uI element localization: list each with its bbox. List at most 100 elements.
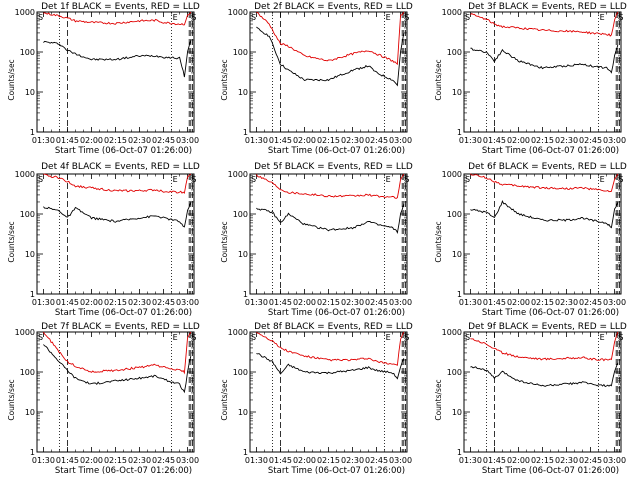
x-tick-label: 02:00	[293, 298, 316, 307]
y-tick-label: 1	[457, 290, 462, 299]
lld-series-line	[43, 173, 192, 194]
chart-panel-3: Det 3f BLACK = Events, RED = LLD 1 10 100 10…	[434, 2, 627, 156]
start-marker-label: S	[38, 13, 43, 22]
x-tick-label: 02:00	[80, 298, 103, 307]
y-axis-label: Counts/sec	[7, 221, 16, 262]
y-tick-label: 100	[233, 210, 248, 219]
x-tick-label: 03:00	[389, 456, 412, 465]
events-series-line	[43, 344, 192, 394]
y-tick-label: 1000	[228, 170, 248, 179]
x-tick-label: 01:30	[245, 136, 268, 145]
plot-frame	[36, 11, 195, 133]
x-tick-label: 02:15	[104, 136, 127, 145]
x-tick-label: 01:45	[56, 298, 79, 307]
x-tick-label: 02:30	[128, 298, 151, 307]
x-tick-label: 02:15	[104, 456, 127, 465]
y-tick-label: 1000	[15, 8, 35, 17]
end-marker-label: E	[600, 13, 605, 22]
x-tick-label: 02:00	[507, 136, 530, 145]
start-marker-label: S	[618, 333, 623, 342]
chart-title: Det 6f BLACK = Events, RED = LLD	[468, 162, 627, 172]
y-axis-label: Counts/sec	[434, 59, 443, 100]
start-marker-label: S	[618, 13, 623, 22]
x-tick-label: 02:30	[555, 298, 578, 307]
lld-series-line	[470, 11, 619, 37]
plot-frame	[249, 11, 408, 133]
x-tick-label: 02:30	[341, 136, 364, 145]
y-tick-label: 1	[243, 128, 248, 137]
chart-title: Det 5f BLACK = Events, RED = LLD	[254, 162, 413, 172]
start-marker-label: S	[191, 333, 196, 342]
end-marker-label: E	[600, 175, 605, 184]
start-marker-label: S	[251, 175, 256, 184]
y-tick-label: 1	[243, 290, 248, 299]
chart-title: Det 1f BLACK = Events, RED = LLD	[41, 2, 200, 12]
events-series-line	[256, 203, 405, 234]
start-marker-label: S	[465, 13, 470, 22]
chart-title: Det 2f BLACK = Events, RED = LLD	[254, 2, 413, 12]
chart-panel-8: Det 8f BLACK = Events, RED = LLD 1 10 100 10…	[220, 322, 413, 476]
plot-frame	[463, 331, 622, 453]
events-series-line	[256, 353, 405, 380]
start-marker-label: S	[191, 175, 196, 184]
x-tick-label: 01:30	[32, 456, 55, 465]
events-series-line	[470, 200, 619, 229]
x-tick-label: 02:45	[365, 298, 388, 307]
chart-title: Det 9f BLACK = Events, RED = LLD	[468, 322, 627, 332]
lld-series-line	[43, 11, 192, 26]
chart-panel-1: Det 1f BLACK = Events, RED = LLD 1 10 100 10…	[7, 2, 200, 156]
x-tick-label: 03:00	[603, 456, 626, 465]
lld-series-line	[470, 331, 619, 362]
x-tick-label: 02:15	[531, 456, 554, 465]
x-tick-label: 02:30	[555, 456, 578, 465]
y-tick-label: 1000	[228, 328, 248, 337]
y-tick-label: 1	[30, 448, 35, 457]
x-tick-label: 01:30	[245, 456, 268, 465]
events-series-line	[470, 44, 619, 74]
y-axis-label: Counts/sec	[434, 379, 443, 420]
x-tick-label: 02:45	[579, 298, 602, 307]
y-tick-label: 1000	[442, 8, 462, 17]
x-axis-label: Start Time (06-Oct-07 01:26:00)	[55, 146, 192, 156]
plot-frame	[463, 173, 622, 295]
x-axis-label: Start Time (06-Oct-07 01:26:00)	[482, 308, 619, 318]
start-marker-label: S	[404, 13, 409, 22]
x-tick-label: 02:15	[317, 298, 340, 307]
end-marker-label: E	[173, 333, 178, 342]
y-tick-label: 1000	[442, 328, 462, 337]
x-tick-label: 02:45	[579, 456, 602, 465]
y-axis-label: Counts/sec	[220, 59, 229, 100]
x-tick-label: 02:15	[317, 456, 340, 465]
plot-frame	[249, 173, 408, 295]
plot-frame	[36, 331, 195, 453]
x-tick-label: 02:30	[128, 136, 151, 145]
start-marker-label: S	[404, 333, 409, 342]
x-axis-label: Start Time (06-Oct-07 01:26:00)	[482, 466, 619, 476]
chart-title: Det 3f BLACK = Events, RED = LLD	[468, 2, 627, 12]
events-series-line	[470, 362, 619, 388]
x-tick-label: 03:00	[176, 456, 199, 465]
y-tick-label: 100	[447, 48, 462, 57]
end-marker-label: E	[386, 175, 391, 184]
y-tick-label: 100	[20, 48, 35, 57]
x-tick-label: 03:00	[603, 136, 626, 145]
y-tick-label: 100	[233, 368, 248, 377]
x-tick-label: 02:00	[507, 298, 530, 307]
x-tick-label: 02:00	[293, 136, 316, 145]
x-tick-label: 01:45	[483, 136, 506, 145]
y-tick-label: 10	[452, 250, 462, 259]
x-tick-label: 01:30	[459, 136, 482, 145]
chart-title: Det 8f BLACK = Events, RED = LLD	[254, 322, 413, 332]
start-marker-label: S	[404, 175, 409, 184]
x-tick-label: 02:45	[365, 456, 388, 465]
y-tick-label: 10	[238, 88, 248, 97]
x-tick-label: 02:30	[128, 456, 151, 465]
end-marker-label: E	[386, 333, 391, 342]
y-tick-label: 10	[25, 88, 35, 97]
x-tick-label: 02:30	[555, 136, 578, 145]
plot-frame	[36, 173, 195, 295]
x-tick-label: 02:00	[507, 456, 530, 465]
x-tick-label: 03:00	[176, 298, 199, 307]
x-tick-label: 02:15	[531, 298, 554, 307]
